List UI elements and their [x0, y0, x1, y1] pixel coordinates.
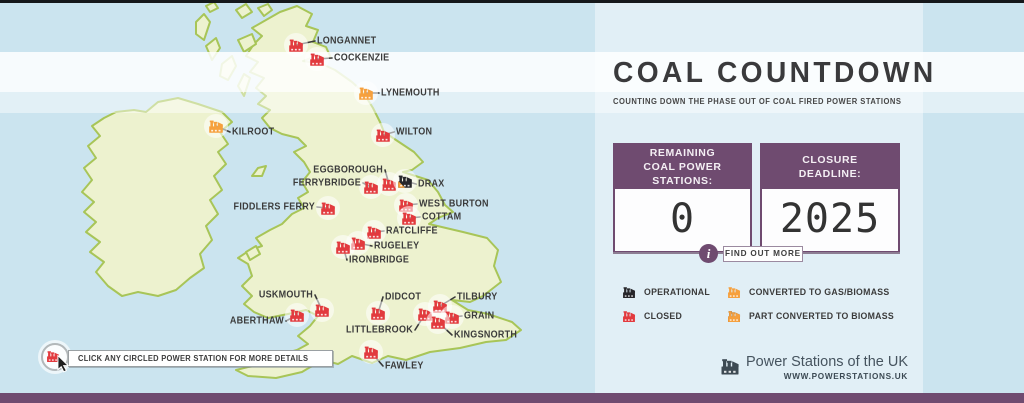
station-label-cottam: COTTAM: [422, 211, 462, 223]
closure-deadline-card: CLOSURE DEADLINE: 2025: [760, 143, 900, 253]
power-station-icon: [622, 285, 636, 299]
legend-label: PART CONVERTED TO BIOMASS: [749, 310, 894, 322]
power-station-icon: [320, 200, 336, 216]
power-station-icon: [370, 305, 386, 321]
station-label-fawley: FAWLEY: [385, 360, 424, 372]
branding-url: WWW.POWERSTATIONS.UK: [783, 372, 908, 381]
legend-item-part-converted-to-biomass: PART CONVERTED TO BIOMASS: [727, 309, 907, 323]
legend-label: CONVERTED TO GAS/BIOMASS: [749, 286, 890, 298]
station-label-grain: GRAIN: [464, 310, 495, 322]
cursor-arrow-icon: [57, 355, 70, 373]
background-stripe-strong: [0, 52, 1024, 92]
power-station-icon: [375, 127, 391, 143]
station-label-wilton: WILTON: [396, 126, 433, 138]
station-label-kilroot: KILROOT: [232, 126, 275, 138]
page-title: COAL COUNTDOWN: [613, 57, 937, 89]
station-label-tilbury: TILBURY: [457, 291, 498, 303]
instruction-note-text: CLICK ANY CIRCLED POWER STATION FOR MORE…: [78, 354, 309, 363]
power-station-icon: [622, 309, 636, 323]
legend-item-converted-to-gas-biomass: CONVERTED TO GAS/BIOMASS: [727, 285, 902, 299]
find-out-more-button[interactable]: FIND OUT MORE: [723, 246, 803, 262]
power-station-icon: [309, 51, 325, 67]
bottom-accent-bar: [0, 393, 1024, 403]
station-label-littlebrook: LITTLEBROOK: [346, 324, 413, 336]
closure-deadline-header-text: CLOSURE DEADLINE:: [798, 153, 862, 180]
station-label-kingsnorth: KINGSNORTH: [454, 329, 518, 341]
station-label-lynemouth: LYNEMOUTH: [381, 87, 440, 99]
remaining-stations-value: 0: [669, 196, 696, 242]
station-label-drax: DRAX: [418, 178, 445, 190]
power-station-icon: [314, 302, 330, 318]
power-station-icon: [46, 349, 60, 363]
top-border: [0, 0, 1024, 3]
power-station-icon: [366, 224, 382, 240]
station-label-longannet: LONGANNET: [317, 35, 377, 47]
power-station-icon: [727, 309, 741, 323]
station-label-cockenzie: COCKENZIE: [334, 52, 390, 64]
power-station-icon: [363, 179, 379, 195]
power-station-icon: [289, 307, 305, 323]
power-station-icon: [363, 344, 379, 360]
power-station-icon: [430, 314, 446, 330]
station-label-eggborough: EGGBOROUGH: [313, 164, 383, 176]
remaining-stations-card: REMAINING COAL POWER STATIONS: 0: [613, 143, 752, 253]
remaining-stations-header-text: REMAINING COAL POWER STATIONS:: [643, 146, 722, 188]
station-label-fiddlers-ferry: FIDDLERS FERRY: [233, 201, 315, 213]
power-station-icon: [208, 118, 224, 134]
power-station-icon: [727, 285, 741, 299]
station-label-ferrybridge: FERRYBRIDGE: [292, 177, 361, 189]
station-label-aberthaw: ABERTHAW: [229, 315, 284, 327]
station-label-ironbridge: IRONBRIDGE: [349, 254, 410, 266]
background-stripe-faint: [0, 92, 1024, 113]
power-station-logo-icon: [720, 356, 740, 376]
legend-label: CLOSED: [644, 310, 683, 322]
closure-deadline-value: 2025: [779, 196, 881, 242]
closure-deadline-header: CLOSURE DEADLINE:: [762, 145, 898, 189]
ireland-landmass: [81, 97, 233, 297]
legend-item-closed: CLOSED: [622, 309, 685, 323]
info-icon[interactable]: i: [699, 244, 718, 263]
station-label-uskmouth: USKMOUTH: [258, 289, 313, 301]
power-station-icon: [397, 173, 413, 189]
legend-item-operational: OPERATIONAL: [622, 285, 716, 299]
power-station-icon: [288, 37, 304, 53]
station-label-rugeley: RUGELEY: [374, 240, 420, 252]
remaining-stations-header: REMAINING COAL POWER STATIONS:: [615, 145, 750, 189]
branding: Power Stations of the UK WWW.POWERSTATIO…: [720, 354, 908, 381]
page-subtitle: COUNTING DOWN THE PHASE OUT OF COAL FIRE…: [613, 97, 902, 106]
station-label-west-burton: WEST BURTON: [419, 198, 489, 210]
power-station-icon: [358, 85, 374, 101]
instruction-note: CLICK ANY CIRCLED POWER STATION FOR MORE…: [68, 350, 334, 367]
power-station-icon: [335, 239, 351, 255]
station-label-didcot: DIDCOT: [385, 291, 422, 303]
branding-name: Power Stations of the UK: [746, 354, 908, 370]
power-station-icon: [401, 210, 417, 226]
station-label-ratcliffe: RATCLIFFE: [386, 225, 438, 237]
legend-label: OPERATIONAL: [644, 286, 710, 298]
